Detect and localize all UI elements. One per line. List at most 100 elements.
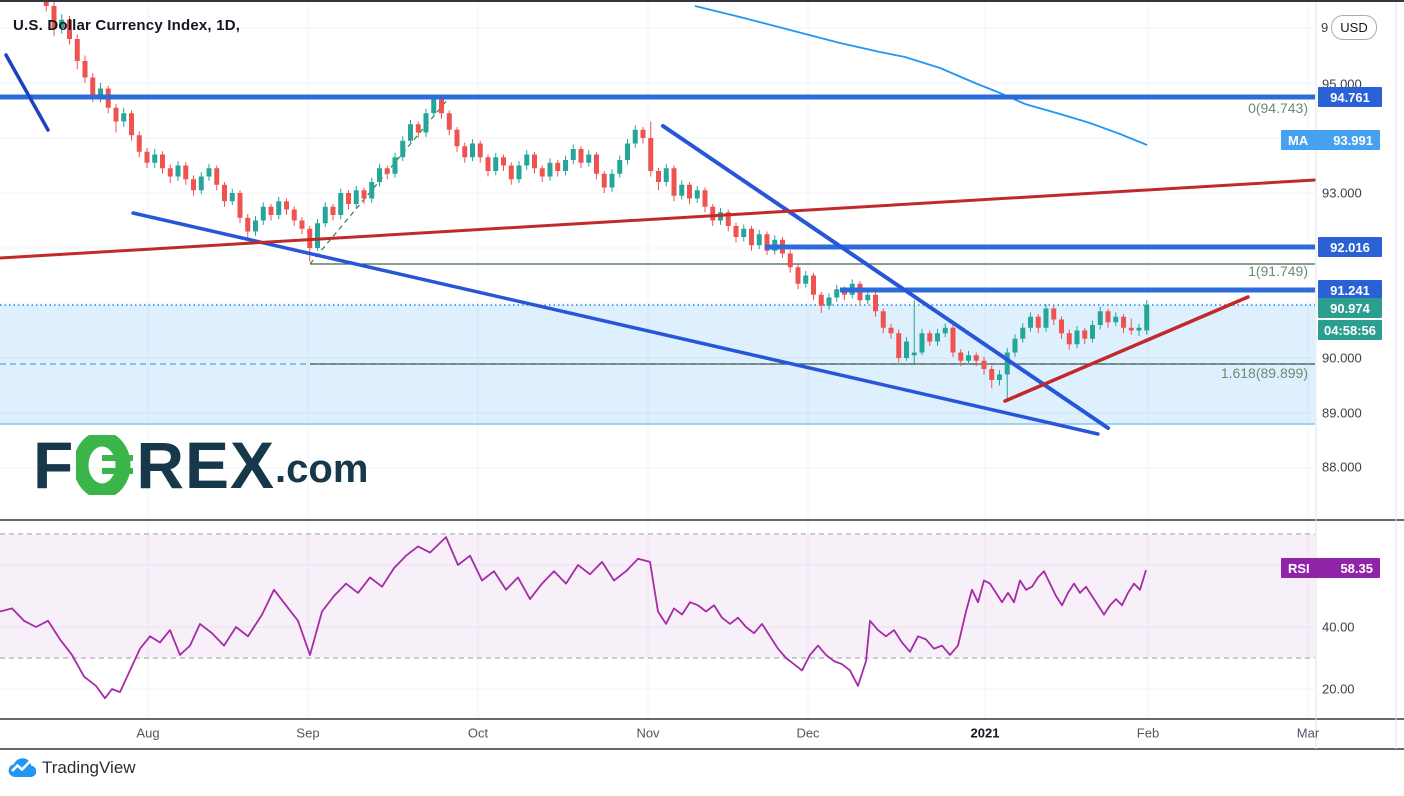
price-axis-label: 90.000 <box>1322 350 1362 366</box>
candle-body <box>291 209 297 221</box>
fib-label-1618[interactable]: 1.618(89.899) <box>1220 365 1308 381</box>
time-axis-label-sep[interactable]: Sep <box>296 725 320 741</box>
candle-body <box>764 234 770 251</box>
candle-body <box>229 193 235 202</box>
candle-body <box>927 333 933 342</box>
rsi-line <box>0 536 1147 700</box>
candle-body <box>570 149 576 160</box>
candle-body <box>966 355 971 361</box>
candle-body <box>152 154 158 163</box>
candle-body <box>989 369 995 380</box>
candle-body <box>82 61 88 78</box>
time-axis-label-oct[interactable]: Oct <box>467 725 489 741</box>
candle-body <box>423 113 429 133</box>
candle-body <box>601 173 607 188</box>
candle-body <box>648 138 654 171</box>
candle-body <box>679 184 685 196</box>
candle-body <box>175 165 181 177</box>
candle-body <box>392 157 398 174</box>
candle-body <box>950 327 956 353</box>
candle-body <box>1113 316 1119 323</box>
candle-body <box>787 253 793 268</box>
candle-body <box>1059 319 1064 334</box>
candle-body <box>160 154 165 169</box>
candle-body <box>276 201 282 215</box>
candle-body <box>756 234 762 246</box>
candle-body <box>439 99 444 114</box>
candle-body <box>1043 308 1049 328</box>
candle-body <box>586 154 592 163</box>
price-axis-badge: 94.761 <box>1318 87 1382 107</box>
candle-body <box>493 157 499 171</box>
candle-body <box>361 190 367 199</box>
candle-body <box>725 212 731 226</box>
rsi-value-badge: RSI 58.35 <box>1281 558 1380 578</box>
time-axis-label-nov[interactable]: Nov <box>636 725 660 741</box>
fib-label-1[interactable]: 1(91.749) <box>1248 263 1308 279</box>
candle-body <box>671 168 677 196</box>
candle-body <box>485 157 491 171</box>
candle-body <box>663 168 669 182</box>
ma-badge-value: 93.991 <box>1333 132 1373 148</box>
symbol-title[interactable]: U.S. Dollar Currency Index, 1D, <box>13 17 241 34</box>
candle-body <box>1136 327 1142 331</box>
candle-body <box>284 201 289 210</box>
tradingview-cloud-icon <box>8 758 36 778</box>
candle-body <box>632 129 638 144</box>
candle-body <box>625 143 630 160</box>
candle-body <box>74 39 80 61</box>
candle-body <box>353 190 359 204</box>
candle-body <box>818 294 824 306</box>
price-axis-label: 93.000 <box>1322 185 1362 201</box>
rsi-axis-label: 40.00 <box>1322 619 1355 635</box>
candle-body <box>253 220 258 232</box>
candle-body <box>687 184 692 199</box>
candle-body <box>640 129 646 138</box>
blue-trendline <box>131 211 1100 436</box>
candle-body <box>826 297 832 306</box>
candle-body <box>896 333 902 358</box>
candle-body <box>1012 338 1018 353</box>
candle-body <box>67 19 72 39</box>
candle-body <box>935 333 940 342</box>
candle-body <box>183 165 189 180</box>
candle-body <box>888 327 894 334</box>
currency-toggle-button[interactable]: USD <box>1331 15 1377 40</box>
candle-body <box>547 162 553 177</box>
time-axis-label-feb[interactable]: Feb <box>1136 725 1160 741</box>
candle-body <box>919 333 925 353</box>
rsi-band <box>0 534 1315 658</box>
candle-body <box>90 77 96 97</box>
candle-body <box>51 6 57 28</box>
candle-body <box>904 341 909 358</box>
time-axis-label-2021[interactable]: 2021 <box>970 725 1000 741</box>
candle-body <box>795 267 801 284</box>
candle-body <box>98 88 103 97</box>
candle-body <box>198 176 204 191</box>
candle-body <box>880 311 886 328</box>
price-axis-badge: 91.241 <box>1318 280 1382 300</box>
forex-watermark-logo: F REX .com <box>33 432 368 498</box>
time-axis-label-aug[interactable]: Aug <box>136 725 160 741</box>
candle-body <box>532 154 537 169</box>
candle-body <box>710 206 716 221</box>
candle-body <box>121 113 127 122</box>
price-axis-label: 88.000 <box>1322 459 1362 475</box>
candle-body <box>59 19 65 28</box>
candle-body <box>268 206 274 215</box>
candle-body <box>214 168 220 185</box>
candle-body <box>594 154 599 174</box>
candle-body <box>865 294 871 301</box>
time-axis-label-mar[interactable]: Mar <box>1296 725 1320 741</box>
ma-badge-label: MA <box>1288 132 1309 148</box>
candle-body <box>191 179 196 191</box>
tradingview-logo[interactable]: TradingView <box>8 758 136 778</box>
candle-body <box>1035 316 1041 328</box>
candle-body <box>609 173 615 188</box>
time-axis-label-dec[interactable]: Dec <box>796 725 820 741</box>
fib-label-0[interactable]: 0(94.743) <box>1248 100 1308 116</box>
red-trendline <box>0 178 1317 260</box>
candle-body <box>741 228 747 237</box>
